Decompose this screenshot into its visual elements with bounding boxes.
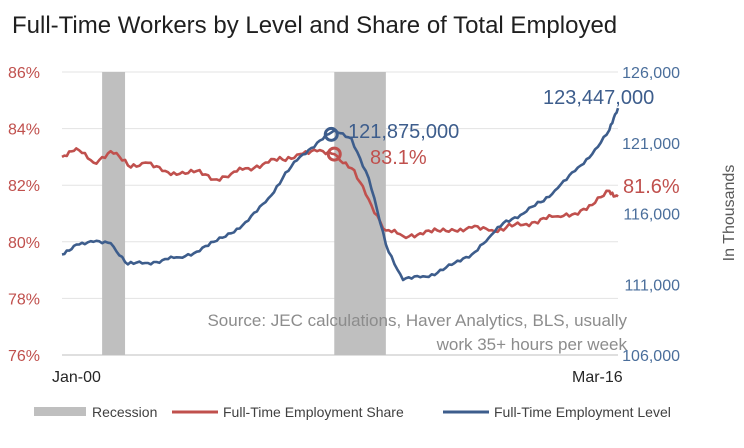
x-tick-end: Mar-16 bbox=[572, 369, 623, 386]
annotation-latest-level: 123,447,000 bbox=[543, 87, 654, 109]
source-note-line2: work 35+ hours per week bbox=[436, 335, 628, 354]
series-line bbox=[61, 147, 619, 240]
legend-level-label: Full-Time Employment Level bbox=[494, 404, 671, 420]
left-tick-label: 86% bbox=[8, 65, 40, 82]
series-line bbox=[61, 107, 620, 282]
annotation-latest-share: 81.6% bbox=[623, 176, 680, 198]
left-axis-ticks: 86% 84% 82% 80% 78% 76% bbox=[8, 65, 40, 365]
right-tick-label: 116,000 bbox=[623, 207, 680, 224]
source-note-line1: Source: JEC calculations, Haver Analytic… bbox=[207, 311, 627, 330]
left-tick-label: 78% bbox=[8, 291, 40, 308]
left-tick-label: 76% bbox=[8, 348, 40, 365]
right-tick-label: 111,000 bbox=[625, 277, 681, 294]
right-axis-label: In Thousands bbox=[721, 165, 738, 262]
left-tick-label: 80% bbox=[8, 235, 40, 252]
legend-recession-swatch bbox=[34, 407, 86, 416]
chart-title: Full-Time Workers by Level and Share of … bbox=[12, 12, 618, 39]
legend: Recession Full-Time Employment Share Ful… bbox=[34, 404, 671, 420]
peak-markers bbox=[323, 126, 342, 162]
annotation-peak-share: 83.1% bbox=[370, 147, 427, 169]
level-peak-marker bbox=[323, 126, 339, 142]
x-tick-start: Jan-00 bbox=[52, 369, 101, 386]
right-tick-label: 126,000 bbox=[622, 65, 680, 82]
legend-share-label: Full-Time Employment Share bbox=[223, 404, 404, 420]
right-axis-ticks: 126,000 121,000 116,000 111,000 106,000 bbox=[622, 65, 680, 365]
recession-band bbox=[102, 72, 126, 355]
right-tick-label: 121,000 bbox=[622, 136, 680, 153]
left-tick-label: 82% bbox=[8, 178, 40, 195]
annotation-peak-level: 121,875,000 bbox=[348, 121, 459, 143]
series-lines bbox=[61, 107, 620, 282]
left-tick-label: 84% bbox=[8, 122, 40, 139]
legend-recession-label: Recession bbox=[92, 404, 157, 420]
share-peak-marker bbox=[326, 146, 342, 162]
right-tick-label: 106,000 bbox=[622, 348, 680, 365]
